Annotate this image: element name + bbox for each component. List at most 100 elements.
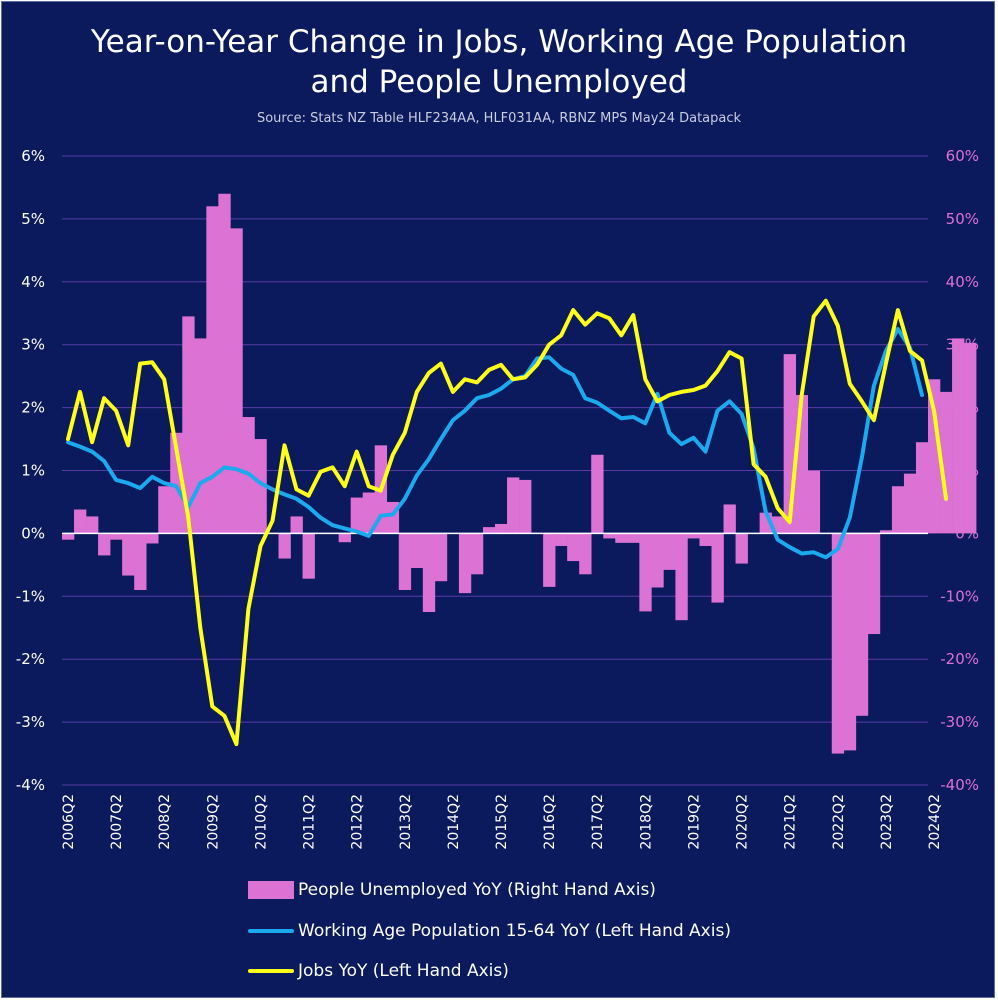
- x-tick-label: 2010Q2: [253, 794, 269, 850]
- unemployed-bar: [891, 486, 905, 534]
- x-tick-label: 2015Q2: [494, 794, 510, 850]
- x-tick-label: 2017Q2: [590, 794, 606, 850]
- right-tick-label: 10%: [946, 462, 979, 480]
- legend-swatch-population: [248, 929, 294, 933]
- legend-item-population: Working Age Population 15-64 YoY (Left H…: [248, 919, 731, 943]
- x-tick-label: 2006Q2: [61, 794, 77, 850]
- series-lines: [66, 298, 948, 747]
- unemployed-bar: [915, 442, 929, 534]
- unemployed-bar: [663, 533, 676, 570]
- unemployed-bar: [603, 533, 616, 539]
- unemployed-bar: [964, 342, 977, 534]
- right-axis: -40% -30% -20% -10% 0% 10% 20% 30% 40% 50% 60%: [940, 147, 979, 794]
- chart-subtitle: Source: Stats NZ Table HLF234AA, HLF031A…: [256, 111, 742, 126]
- unemployed-bar: [338, 533, 351, 543]
- unemployed-bar: [952, 338, 965, 534]
- population-line: [66, 327, 924, 560]
- x-tick-label: 2013Q2: [398, 794, 414, 850]
- unemployed-bar: [699, 533, 712, 546]
- left-tick-label: 3%: [21, 336, 45, 354]
- x-tick-label: 2018Q2: [638, 794, 654, 850]
- unemployed-bar: [723, 504, 736, 534]
- left-tick-label: 2%: [21, 399, 45, 417]
- unemployed-bar: [362, 492, 376, 534]
- x-tick-label: 2014Q2: [446, 794, 462, 850]
- unemployed-bar: [903, 473, 917, 534]
- right-tick-label: 40%: [946, 273, 979, 291]
- unemployed-bar: [302, 533, 315, 579]
- x-tick-label: 2012Q2: [350, 794, 366, 850]
- left-tick-label: 6%: [21, 147, 45, 165]
- x-tick-label: 2021Q2: [783, 794, 799, 850]
- unemployed-bar: [398, 533, 412, 591]
- legend-label-unemployed: People Unemployed YoY (Right Hand Axis): [298, 880, 656, 900]
- x-tick-label: 2011Q2: [302, 794, 318, 850]
- unemployed-bar: [735, 533, 748, 564]
- left-tick-label: 4%: [21, 273, 45, 291]
- right-tick-label: -40%: [940, 776, 979, 794]
- left-tick-label: -4%: [16, 776, 45, 794]
- unemployed-bar: [350, 497, 363, 534]
- right-tick-label: -20%: [940, 650, 979, 668]
- unemployed-bar: [519, 479, 532, 534]
- right-tick-label: -10%: [940, 587, 979, 605]
- unemployed-bar: [867, 533, 881, 635]
- unemployed-bar: [182, 316, 195, 534]
- unemployed-bar: [807, 470, 821, 534]
- unemployed-bar: [158, 486, 171, 534]
- unemployed-bar: [290, 516, 303, 534]
- unemployed-bar: [651, 533, 664, 588]
- unemployed-bar: [410, 533, 424, 568]
- unemployed-bar: [543, 533, 556, 587]
- x-tick-label: 2007Q2: [109, 794, 125, 850]
- unemployed-bar: [507, 477, 520, 534]
- x-axis: 2006Q2 2007Q2 2008Q2 2009Q2 2010Q2 2011Q2 2012…: [61, 794, 943, 850]
- unemployed-bar: [230, 228, 243, 534]
- chart-title: Year-on-Year Change in Jobs, Working Age…: [90, 24, 908, 100]
- unemployed-bar: [470, 533, 484, 575]
- left-axis: -4% -3% -2% -1% 0% 1% 2% 3% 4% 5% 6%: [16, 147, 45, 794]
- right-tick-label: -30%: [940, 713, 979, 731]
- left-tick-label: 0%: [21, 524, 45, 542]
- unemployed-bar: [855, 533, 869, 716]
- unemployed-bar: [110, 533, 123, 540]
- legend-item-unemployed: People Unemployed YoY (Right Hand Axis): [248, 878, 656, 902]
- unemployed-bar: [458, 533, 472, 594]
- unemployed-bar: [122, 533, 135, 576]
- x-tick-label: 2022Q2: [831, 794, 847, 850]
- unemployed-bar: [795, 395, 809, 534]
- legend-swatch-unemployed: [248, 881, 294, 899]
- unemployed-bar: [194, 338, 207, 534]
- unemployed-bar: [555, 533, 568, 546]
- unemployed-bar: [434, 533, 448, 582]
- unemployed-bar: [98, 533, 111, 556]
- unemployed-bar: [639, 533, 652, 612]
- right-tick-label: 30%: [946, 336, 979, 354]
- unemployed-bar: [711, 533, 724, 603]
- left-tick-label: -2%: [16, 650, 45, 668]
- unemployed-bar: [422, 533, 436, 613]
- legend-label-population: Working Age Population 15-64 YoY (Left H…: [298, 921, 731, 941]
- x-tick-label: 2019Q2: [686, 794, 702, 850]
- unemployed-bar: [134, 533, 147, 591]
- unemployed-bar: [591, 454, 604, 534]
- x-tick-label: 2008Q2: [157, 794, 173, 850]
- unemployed-bars: [62, 193, 977, 754]
- x-tick-label: 2023Q2: [879, 794, 895, 850]
- left-tick-label: -1%: [16, 587, 45, 605]
- unemployed-bar: [615, 533, 628, 543]
- unemployed-bar: [831, 533, 845, 754]
- right-tick-label: 50%: [946, 210, 979, 228]
- unemployed-bar: [843, 533, 857, 751]
- unemployed-bar: [567, 533, 580, 562]
- unemployed-bar: [254, 439, 267, 534]
- right-tick-label: 0%: [955, 524, 979, 542]
- unemployed-bar: [687, 533, 700, 539]
- unemployed-bar: [278, 533, 291, 559]
- unemployed-bar: [627, 533, 640, 543]
- unemployed-bar: [879, 530, 893, 534]
- unemployed-bar: [940, 391, 953, 534]
- legend-swatch-jobs: [248, 969, 294, 973]
